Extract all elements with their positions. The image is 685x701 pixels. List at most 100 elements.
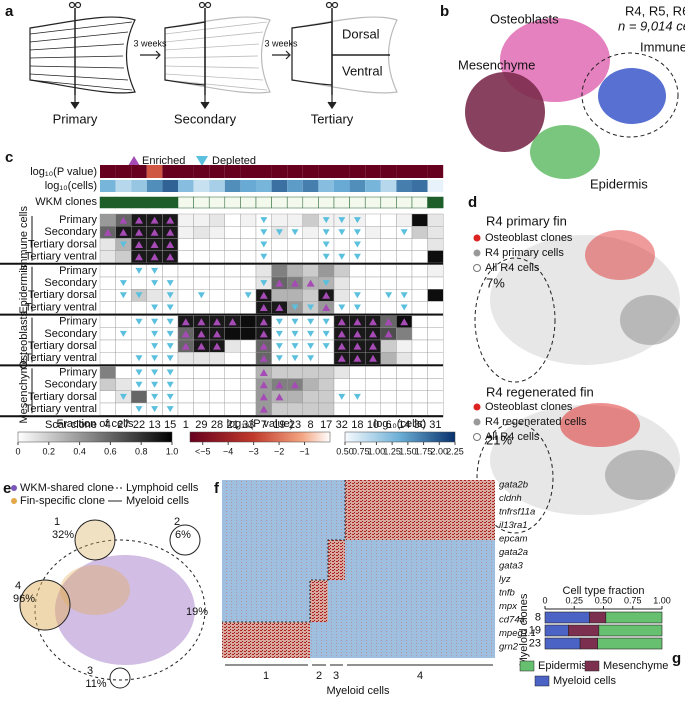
x-tick-label: 1.00 [653,595,671,605]
fraction-cell [177,276,194,290]
wkm-cell [193,196,210,209]
colorbar-tick-label: −4 [223,446,233,456]
pvalue-cell [380,165,397,178]
fraction-cell [224,327,241,341]
percent-label: 96% [13,593,35,605]
fraction-cell [427,213,444,227]
column-label: 19 [273,419,285,431]
cluster-id: 3 [333,670,339,682]
fraction-cell [302,238,319,251]
row-label: Primary [59,366,97,378]
row-label: Tertiary ventral [25,301,97,313]
fraction-cell [427,339,444,353]
fraction-cell [99,378,116,392]
fraction-cell [380,213,397,227]
fraction-cell [193,213,210,227]
fraction-cell [208,238,225,251]
legend-label: All R4 cells [485,431,540,443]
umap-clouds [474,230,680,534]
legend-marker [196,156,208,166]
legend-swatch [534,675,550,687]
enriched-marker [291,279,299,287]
depleted-marker [338,217,346,224]
fraction-cell [240,366,257,379]
percent-label: 21% [486,432,512,447]
fraction-cell [271,238,288,251]
cells-cell [427,180,444,192]
fraction-cell [380,276,397,290]
depleted-marker [338,253,346,260]
enriched-marker [369,342,377,350]
enriched-marker [353,330,362,338]
gene-label: grn2 [499,642,519,653]
colorbar-title: log₁₀(cells) [374,418,426,430]
fraction-cell [287,238,304,251]
gene-label: gata2a [499,547,528,558]
enriched-marker [181,342,190,350]
fraction-cell [318,378,335,392]
depleted-marker [307,318,315,325]
column-label: 21 [226,419,238,431]
column-label: 22 [133,419,145,431]
depleted-marker [322,343,330,350]
gene-label: cldnh [499,493,522,504]
enriched-marker [384,318,393,326]
depleted-marker [151,355,159,362]
fraction-cell [193,402,210,416]
colorbar-tick-label: 1.0 [166,446,179,456]
legend-label: R4 regenerated cells [485,416,587,428]
fraction-cell [396,250,413,264]
column-label: 29 [195,419,207,431]
depleted-marker [353,217,361,224]
depleted-marker [307,330,315,337]
fraction-cell [287,366,304,379]
enriched-marker [369,318,377,326]
depleted-marker [119,292,127,299]
fraction-cell [115,352,132,365]
fraction-cell [365,225,382,239]
fraction-cell [208,225,225,239]
fraction-cell [427,352,444,365]
panel-letter: g [672,650,681,667]
cluster-label: Osteoblasts [490,11,559,26]
legend-label: Osteoblast clones [485,232,573,244]
fraction-cell [177,402,194,416]
depleted-marker [135,267,143,274]
legend-label: Lymphoid cells [126,482,199,494]
label: 3 weeks [133,38,167,48]
fraction-cell [224,213,241,227]
enriched-marker [135,228,143,236]
fraction-cell [302,225,319,239]
colorbar [344,431,456,443]
enriched-marker [369,354,377,362]
y-tick-label: 19 [529,624,541,636]
colorbar-tick-label: <−5 [195,446,211,456]
gene-label: lyz [499,574,511,585]
colorbar-tick-label: −1 [299,446,309,456]
pvalue-cell [302,165,319,178]
depleted-marker [260,280,268,287]
fraction-cell [333,264,350,278]
fraction-cell [177,366,194,379]
fraction-cell [302,402,319,416]
fraction-cell [271,289,288,302]
cells-cell [318,180,334,192]
fraction-cell [411,289,428,302]
fraction-cell [224,301,241,314]
cluster-label: Epidermis [590,176,648,191]
wkm-cell [427,196,444,209]
enriched-marker [150,216,159,224]
fraction-cell [411,238,428,251]
pvalue-cell [178,165,194,178]
fraction-cell [333,238,350,251]
cells-cell [193,180,210,192]
gene-label: tnfrsf11a [499,507,535,518]
myeloid-umap [11,485,206,689]
depleted-marker [385,292,393,299]
enriched-marker [150,241,159,248]
depleted-marker [135,355,143,362]
depleted-marker [135,381,143,388]
depleted-marker [291,318,299,325]
fraction-cell [208,402,225,416]
row-label: Primary [59,265,97,277]
